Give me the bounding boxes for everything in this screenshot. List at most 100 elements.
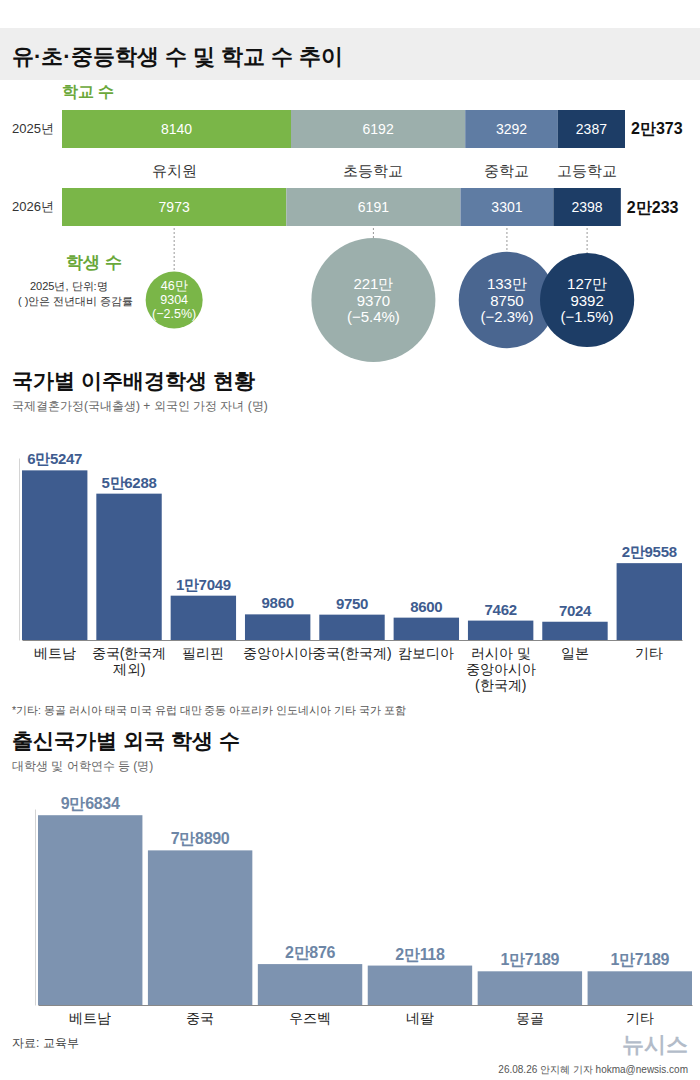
change-label: (−1.5%) [561,308,614,325]
bar [22,470,87,640]
y-axis: 2025년 2026년 [12,121,58,214]
bubble [311,238,435,362]
tick-label: 네팔 [406,1010,434,1026]
bar [617,563,682,640]
y-axis-line [35,810,36,1006]
tick: 중앙아시아 [243,640,313,661]
data-label: 7973 [159,199,190,215]
data-label: 1만7189 [501,951,560,968]
tick-label: 우즈벡 [289,1010,331,1026]
data-label: 3292 [496,121,527,137]
tick: 네팔 [406,1005,434,1026]
chart-title: 국가별 이주배경학생 현황 [12,369,255,392]
data-label: 6만5247 [27,450,82,467]
data-label: 8140 [161,121,192,137]
bar-segment [465,110,558,148]
data-label: 2만118 [395,946,445,963]
bar [394,618,459,640]
data-label: 7만8890 [171,830,230,847]
data-label: 9만6834 [61,795,120,812]
change-label: (−2.5%) [152,307,196,321]
logo: 뉴시스 [622,1032,688,1057]
tick-label: 베트남 [69,1010,111,1026]
tick: 기타 [626,1005,654,1026]
data-label: 46만9304 [160,279,188,307]
tick: 중국(한국계) [312,640,391,661]
tick-label: 기타 [635,645,663,661]
bar-chart: 출신국가별 외국 학생 수대학생 및 어학연수 등 (명)베트남중국우즈벡네팔몽… [12,729,693,1026]
data-label: 7462 [485,601,517,618]
tick-label: 몽골 [516,1010,544,1026]
data-label: 221만9370 [353,275,393,309]
tick-label: 중국 [186,1010,214,1026]
infographic: 유·초·중등학생 수 및 학교 수 추이학교 수2025년2026년814079… [0,0,700,1080]
data-label: 6191 [358,199,389,215]
bar [258,964,362,1005]
bar-chart: 국가별 이주배경학생 현황국제결혼가정(국내출생) + 외국인 가정 자녀 (명… [12,369,683,716]
data-label: 2만9558 [622,543,677,560]
leader-line [506,228,507,252]
series-label: 중학교 [484,162,529,179]
data-label: 6192 [363,121,394,137]
student-bubbles: 학생 수2025년, 단위:명( )안은 전년대비 증감률46만9304(−2.… [18,228,634,362]
data-label: 9860 [262,594,294,611]
tick: 베트남 [69,1005,111,1026]
note: ( )안은 전년대비 증감률 [18,295,134,307]
chart-title: 학생 수 [66,253,122,272]
school-chart: 학교 수2025년2026년81407973619261913292330123… [12,83,683,226]
data-label: 2387 [576,121,607,137]
tick: 베트남 [34,640,76,661]
y-axis-line [19,459,20,641]
tick-label: 중국(한국계제외) [92,645,167,677]
tick-label: 2026년 [12,199,54,214]
data-label: 1만7189 [610,951,669,968]
bar [148,850,252,1005]
bars [62,110,625,226]
tick: 2026년 [12,199,58,214]
x-axis-line [39,1005,693,1006]
leader-line [373,228,374,238]
bar-segment [62,188,286,226]
bar-segment [553,188,620,226]
tick-label: 중앙아시아 [243,645,313,661]
tick-label: 2025년 [12,121,54,136]
subtitle: 대학생 및 어학연수 등 (명) [12,759,153,773]
credit: 26.08.26 안지혜 기자 hokma@newsis.com [498,1064,688,1075]
data-label: 133만8750 [487,275,527,309]
bubbles [146,238,635,362]
data-label: 7024 [559,602,592,619]
total-label: 2만373 [631,120,683,137]
tick: 기타 [635,640,663,661]
bar [96,494,161,640]
bar [478,971,582,1005]
bar [468,621,533,640]
series-label: 초등학교 [343,162,403,179]
chart-title: 학교 수 [62,83,114,100]
tick-label: 필리핀 [182,645,224,661]
footnote: *기타: 몽골 러시아 태국 미국 유럽 대만 중동 아프리카 인도네시아 기타… [12,704,406,716]
header-band [0,28,700,80]
bar-segment [558,110,625,148]
bubble [540,253,634,347]
x-axis: 베트남중국(한국계제외)필리핀중앙아시아중국(한국계)캄보디아러시아 및중앙아시… [23,640,683,693]
total-label: 2만233 [627,199,679,216]
y-axis [35,810,36,1006]
bar [171,596,236,640]
bar-segment [460,188,553,226]
tick: 중국(한국계제외) [92,640,167,677]
data-label: 5만6288 [102,474,157,491]
subtitle: 2025년, 단위:명 [30,280,108,292]
bar [368,966,472,1005]
change-label: (−5.4%) [347,308,400,325]
tick-label: 기타 [626,1010,654,1026]
data-label: 1만7049 [176,576,231,593]
tick-label: 베트남 [34,645,76,661]
bar [319,615,384,640]
tick: 일본 [561,640,589,661]
data-label: 8600 [410,598,442,615]
tick: 중국 [186,1005,214,1026]
change-label: (−2.3%) [480,308,533,325]
bar [245,614,310,640]
x-axis-line [23,640,683,641]
subtitle: 국제결혼가정(국내출생) + 외국인 가정 자녀 (명) [12,399,268,413]
